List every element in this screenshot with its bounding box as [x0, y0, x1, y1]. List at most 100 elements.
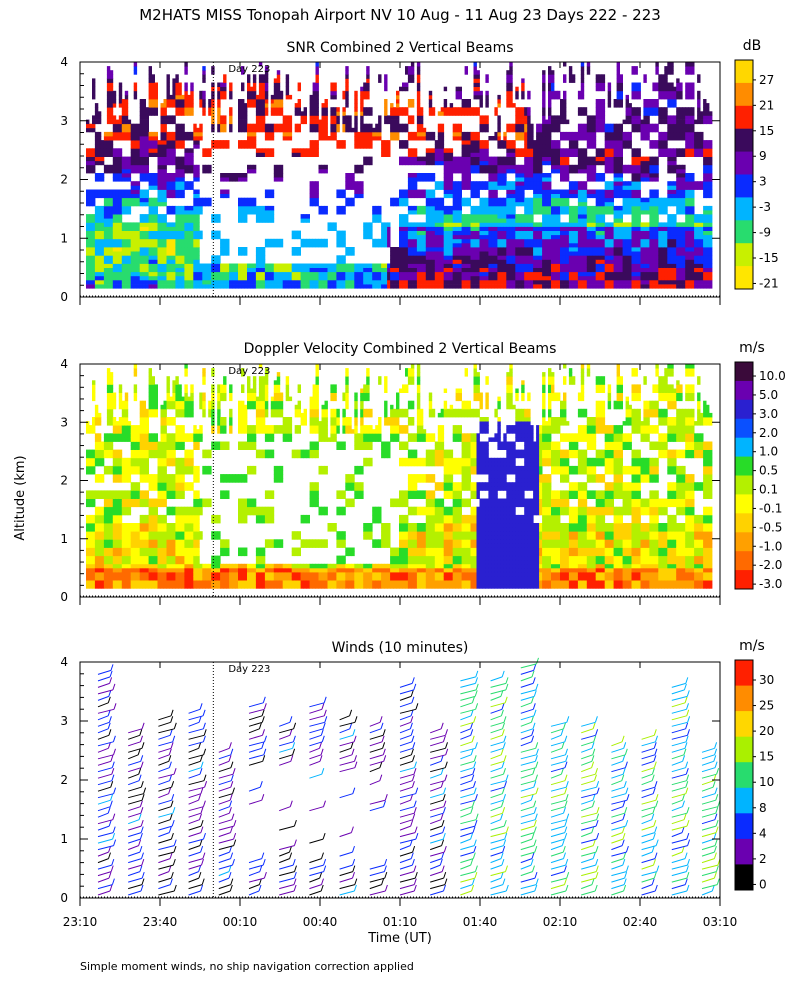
field-cell — [455, 189, 459, 194]
field-cell — [327, 275, 331, 281]
field-cell — [127, 205, 132, 211]
field-cell — [548, 271, 552, 277]
field-cell — [94, 107, 99, 112]
field-cell — [157, 201, 161, 207]
field-cell — [339, 279, 343, 285]
field-cell — [163, 251, 167, 256]
field-cell — [378, 279, 382, 285]
field-cell — [291, 230, 296, 236]
field-cell — [527, 111, 531, 116]
field-cell — [276, 70, 281, 75]
field-cell — [446, 111, 451, 116]
field-cell — [407, 234, 412, 240]
field-cell — [482, 279, 486, 285]
field-cell — [560, 119, 564, 125]
field-cell — [163, 123, 167, 129]
field-cell — [139, 119, 144, 125]
field-cell — [103, 148, 108, 153]
field-cell — [92, 259, 96, 264]
field-cell — [560, 247, 564, 252]
field-cell — [485, 238, 489, 244]
field-cell — [160, 214, 164, 219]
field-cell — [551, 94, 555, 100]
field-cell — [184, 247, 188, 252]
field-cell — [130, 271, 135, 277]
field-cell — [455, 156, 459, 162]
field-cell — [148, 205, 152, 211]
field-cell — [196, 263, 200, 268]
field-cell — [545, 263, 549, 268]
field-cell — [530, 164, 534, 170]
field-cell — [193, 218, 197, 223]
field-cell — [545, 271, 549, 277]
field-cell — [416, 255, 421, 260]
field-cell — [366, 279, 370, 285]
field-cell — [396, 127, 400, 133]
field-cell — [261, 111, 266, 116]
field-cell — [509, 197, 513, 203]
field-cell — [211, 218, 215, 223]
field-cell — [86, 201, 90, 207]
field-cell — [106, 99, 111, 104]
field-cell — [321, 242, 325, 248]
field-cell — [425, 238, 430, 244]
field-cell — [545, 123, 549, 129]
field-cell — [455, 160, 459, 166]
field-cell — [351, 127, 355, 133]
field-cell — [250, 136, 254, 141]
field-cell — [97, 234, 102, 240]
field-cell — [524, 234, 528, 240]
field-cell — [92, 214, 96, 219]
field-cell — [279, 127, 284, 133]
field-cell — [497, 119, 501, 125]
field-cell — [220, 177, 224, 182]
field-cell — [536, 210, 540, 215]
field-cell — [405, 226, 409, 231]
field-cell — [506, 185, 510, 190]
field-cell — [181, 156, 185, 162]
field-cell — [482, 238, 486, 244]
field-cell — [563, 234, 567, 240]
field-cell — [324, 267, 328, 273]
field-cell — [416, 66, 421, 71]
field-cell — [378, 271, 382, 277]
field-cell — [154, 99, 158, 104]
field-cell — [145, 251, 149, 256]
field-cell — [524, 181, 528, 186]
field-cell — [422, 259, 427, 264]
field-cell — [464, 214, 468, 219]
field-cell — [530, 247, 534, 252]
field-cell — [449, 275, 454, 281]
field-cell — [512, 238, 516, 244]
field-cell — [542, 111, 546, 116]
field-cell — [488, 214, 492, 219]
field-cell — [312, 94, 316, 100]
field-cell — [533, 160, 537, 166]
field-cell — [94, 242, 99, 248]
field-cell — [318, 242, 322, 248]
field-cell — [473, 144, 477, 149]
field-cell — [473, 148, 477, 153]
field-cell — [419, 205, 424, 211]
field-cell — [476, 267, 480, 273]
field-cell — [130, 189, 135, 194]
field-cell — [390, 119, 394, 125]
field-cell — [166, 86, 170, 92]
field-cell — [342, 144, 346, 149]
field-cell — [473, 210, 477, 215]
field-cell — [220, 119, 224, 125]
field-cell — [142, 131, 146, 137]
field-cell — [494, 234, 498, 240]
field-cell — [464, 259, 468, 264]
field-cell — [250, 275, 254, 281]
field-cell — [166, 173, 170, 178]
field-cell — [464, 99, 468, 104]
field-cell — [497, 164, 501, 170]
field-cell — [449, 160, 454, 166]
field-cell — [479, 238, 483, 244]
field-cell — [390, 255, 394, 260]
field-cell — [163, 247, 167, 252]
field-cell — [279, 263, 284, 268]
field-cell — [178, 160, 182, 166]
field-cell — [497, 242, 501, 248]
